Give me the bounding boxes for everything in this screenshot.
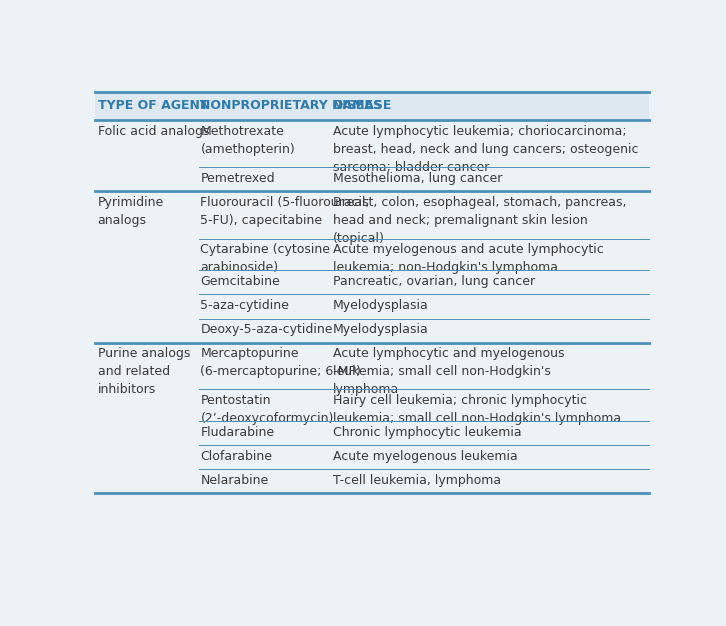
Bar [95, 92, 649, 120]
Text: Acute lymphocytic leukemia; choriocarcinoma;
breast, head, neck and lung cancers: Acute lymphocytic leukemia; choriocarcin… [333, 125, 638, 174]
Text: Fludarabine: Fludarabine [200, 426, 274, 439]
Text: Pentostatin
(2’-deoxycoformycin): Pentostatin (2’-deoxycoformycin) [200, 394, 334, 424]
Text: Mesothelioma, lung cancer: Mesothelioma, lung cancer [333, 172, 502, 185]
Text: 5-aza-cytidine: 5-aza-cytidine [200, 299, 290, 312]
Text: Deoxy-5-aza-cytidine: Deoxy-5-aza-cytidine [200, 324, 333, 336]
Text: NONPROPRIETARY NAMES: NONPROPRIETARY NAMES [200, 100, 383, 113]
Text: Gemcitabine: Gemcitabine [200, 275, 280, 288]
Text: Hairy cell leukemia; chronic lymphocytic
leukemia; small cell non-Hodgkin's lymp: Hairy cell leukemia; chronic lymphocytic… [333, 394, 621, 424]
Text: Chronic lymphocytic leukemia: Chronic lymphocytic leukemia [333, 426, 521, 439]
Text: Fluorouracil (5-fluorouracil;
5-FU), capecitabine: Fluorouracil (5-fluorouracil; 5-FU), cap… [200, 196, 370, 227]
Text: Pemetrexed: Pemetrexed [200, 172, 275, 185]
Text: Breast, colon, esophageal, stomach, pancreas,
head and neck; premalignant skin l: Breast, colon, esophageal, stomach, panc… [333, 196, 627, 245]
Text: T-cell leukemia, lymphoma: T-cell leukemia, lymphoma [333, 474, 501, 487]
Text: Purine analogs
and related
inhibitors: Purine analogs and related inhibitors [97, 347, 190, 396]
Text: Folic acid analogs: Folic acid analogs [97, 125, 209, 138]
Text: Acute myelogenous and acute lymphocytic
leukemia; non-Hodgkin's lymphoma: Acute myelogenous and acute lymphocytic … [333, 244, 603, 274]
Text: TYPE OF AGENT: TYPE OF AGENT [97, 100, 208, 113]
Text: Cytarabine (cytosine
arabinoside): Cytarabine (cytosine arabinoside) [200, 244, 330, 274]
Text: Mercaptopurine
(6-mercaptopurine; 6-MP): Mercaptopurine (6-mercaptopurine; 6-MP) [200, 347, 362, 379]
Text: Acute lymphocytic and myelogenous
leukemia; small cell non-Hodgkin's
lymphoma: Acute lymphocytic and myelogenous leukem… [333, 347, 564, 396]
Text: Acute myelogenous leukemia: Acute myelogenous leukemia [333, 449, 518, 463]
Text: Pancreatic, ovarian, lung cancer: Pancreatic, ovarian, lung cancer [333, 275, 535, 288]
Text: Methotrexate
(amethopterin): Methotrexate (amethopterin) [200, 125, 295, 156]
Text: Nelarabine: Nelarabine [200, 474, 269, 487]
Text: Myelodysplasia: Myelodysplasia [333, 324, 428, 336]
Text: DISEASE: DISEASE [333, 100, 392, 113]
Text: Pyrimidine
analogs: Pyrimidine analogs [97, 196, 164, 227]
Text: Myelodysplasia: Myelodysplasia [333, 299, 428, 312]
Text: Clofarabine: Clofarabine [200, 449, 272, 463]
